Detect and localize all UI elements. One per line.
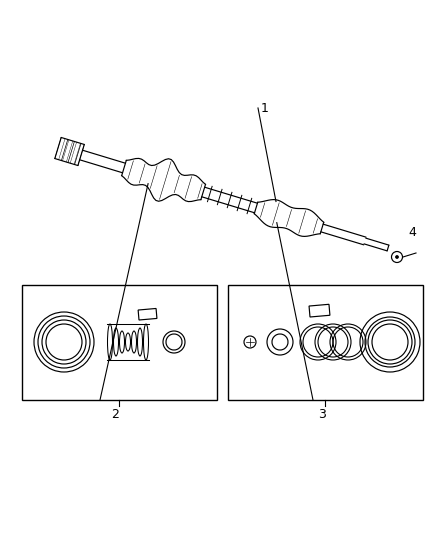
Circle shape (396, 255, 399, 259)
Bar (22, 285, 217, 400)
Text: 2: 2 (111, 408, 119, 422)
Bar (138, 309, 157, 320)
Text: 1: 1 (261, 101, 269, 115)
Text: 3: 3 (318, 408, 326, 422)
Text: 4: 4 (408, 225, 416, 238)
Bar (309, 304, 330, 317)
Bar (228, 285, 423, 400)
